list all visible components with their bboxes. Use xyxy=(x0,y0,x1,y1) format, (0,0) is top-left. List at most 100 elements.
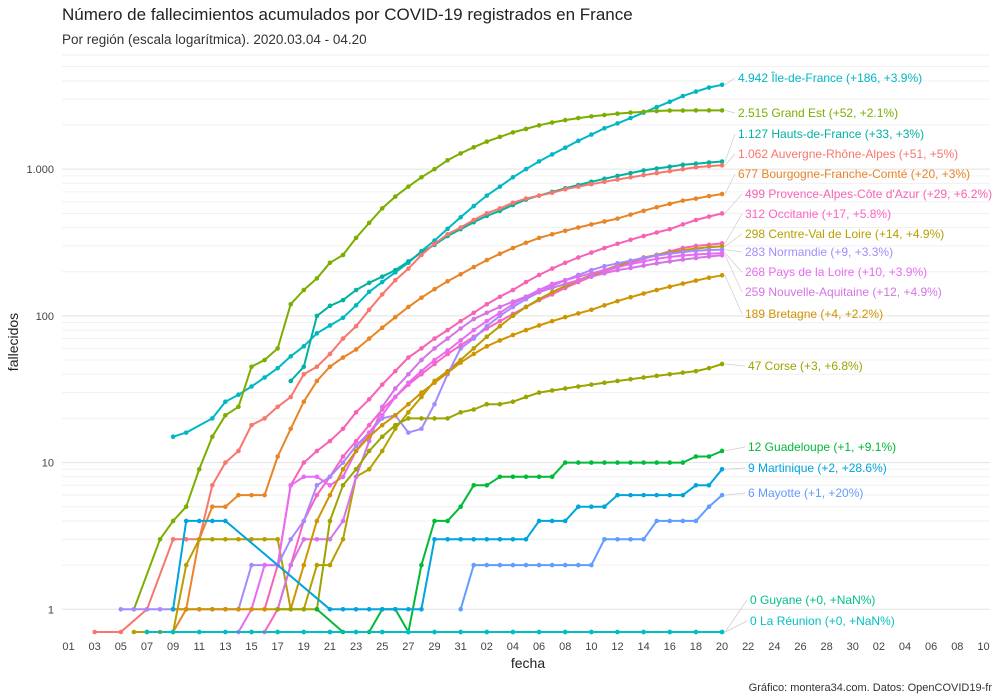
x-tick-label: 06 xyxy=(533,641,545,653)
data-point xyxy=(471,327,477,333)
data-point xyxy=(589,114,594,119)
data-point xyxy=(445,416,450,421)
data-point xyxy=(667,164,673,169)
data-point xyxy=(510,287,516,293)
data-point xyxy=(340,252,346,258)
data-point xyxy=(602,267,607,273)
data-point xyxy=(706,160,712,165)
data-point xyxy=(549,474,555,480)
data-point xyxy=(262,357,267,363)
data-point xyxy=(693,196,699,201)
data-point xyxy=(523,240,529,246)
series-end-label: 47 Corse (+3, +6.8%) xyxy=(748,359,863,373)
data-point xyxy=(562,260,568,266)
series-normandie xyxy=(118,247,725,612)
data-point xyxy=(628,110,633,115)
data-point xyxy=(549,152,555,157)
data-point xyxy=(183,504,189,510)
data-point xyxy=(536,518,542,524)
series-end-label: 1.062 Auvergne-Rhône-Alpes (+51, +5%) xyxy=(738,147,958,161)
data-point xyxy=(628,212,633,217)
series-line xyxy=(173,274,723,611)
data-point xyxy=(549,518,555,524)
data-point xyxy=(510,245,516,251)
x-tick-label: 09 xyxy=(167,641,179,653)
x-tick-label: 28 xyxy=(820,641,832,653)
data-point xyxy=(562,562,568,568)
data-point xyxy=(693,454,699,459)
data-point xyxy=(288,482,294,488)
data-point xyxy=(602,271,607,276)
series-line xyxy=(459,494,723,610)
data-point xyxy=(432,536,437,542)
x-tick-label: 27 xyxy=(402,641,414,653)
data-point xyxy=(615,121,620,126)
data-point xyxy=(602,263,607,269)
data-point xyxy=(288,354,294,359)
data-point xyxy=(327,536,333,542)
data-point xyxy=(366,466,372,472)
data-point xyxy=(654,104,660,110)
data-point xyxy=(118,629,124,635)
series-nouvelle-aquitaine xyxy=(275,252,725,612)
data-point xyxy=(602,179,607,185)
data-point xyxy=(562,228,568,234)
data-point xyxy=(589,504,594,510)
data-point xyxy=(615,173,620,179)
data-point xyxy=(693,252,699,257)
data-point xyxy=(628,265,633,271)
data-point xyxy=(615,261,620,266)
data-point xyxy=(562,629,568,635)
data-point xyxy=(536,562,542,568)
data-point xyxy=(327,351,333,357)
data-point xyxy=(236,404,241,410)
data-point xyxy=(458,318,463,324)
data-point xyxy=(667,518,673,524)
series-line xyxy=(263,212,723,610)
data-point xyxy=(536,474,542,480)
data-point xyxy=(249,364,254,370)
data-point xyxy=(353,323,359,329)
data-point xyxy=(654,518,660,524)
x-tick-label: 08 xyxy=(559,641,571,653)
data-point xyxy=(523,166,529,172)
data-point xyxy=(667,168,673,174)
data-point xyxy=(249,384,254,389)
data-point xyxy=(340,315,346,321)
x-tick-label: 16 xyxy=(664,641,676,653)
data-point xyxy=(458,338,463,343)
data-point xyxy=(419,394,424,400)
label-leader-line xyxy=(724,255,743,293)
data-point xyxy=(353,347,359,352)
data-point xyxy=(183,536,189,542)
data-point xyxy=(301,606,307,612)
data-point xyxy=(327,260,333,266)
data-point xyxy=(575,562,581,568)
data-point xyxy=(340,297,346,303)
series-end-label: 499 Provence-Alpes-Côte d'Azur (+29, +6.… xyxy=(745,187,992,201)
data-point xyxy=(693,482,699,488)
data-point xyxy=(419,175,424,180)
x-tick-label: 04 xyxy=(899,641,911,653)
data-point xyxy=(693,248,699,254)
data-point xyxy=(471,346,477,351)
data-point xyxy=(432,238,437,243)
data-point xyxy=(641,233,646,239)
data-point xyxy=(288,301,294,307)
data-point xyxy=(654,261,660,266)
data-point xyxy=(497,304,503,310)
data-point xyxy=(288,606,294,612)
data-point xyxy=(667,251,673,257)
data-point xyxy=(549,231,555,237)
data-point xyxy=(366,336,372,341)
data-point xyxy=(445,370,450,375)
chart-subtitle: Por región (escala logarítmica). 2020.03… xyxy=(62,32,367,47)
data-point xyxy=(706,163,712,169)
data-point xyxy=(223,518,228,524)
data-point xyxy=(471,351,477,357)
data-point xyxy=(406,355,411,360)
data-point xyxy=(301,364,307,370)
data-point xyxy=(353,443,359,449)
data-point xyxy=(680,162,686,168)
